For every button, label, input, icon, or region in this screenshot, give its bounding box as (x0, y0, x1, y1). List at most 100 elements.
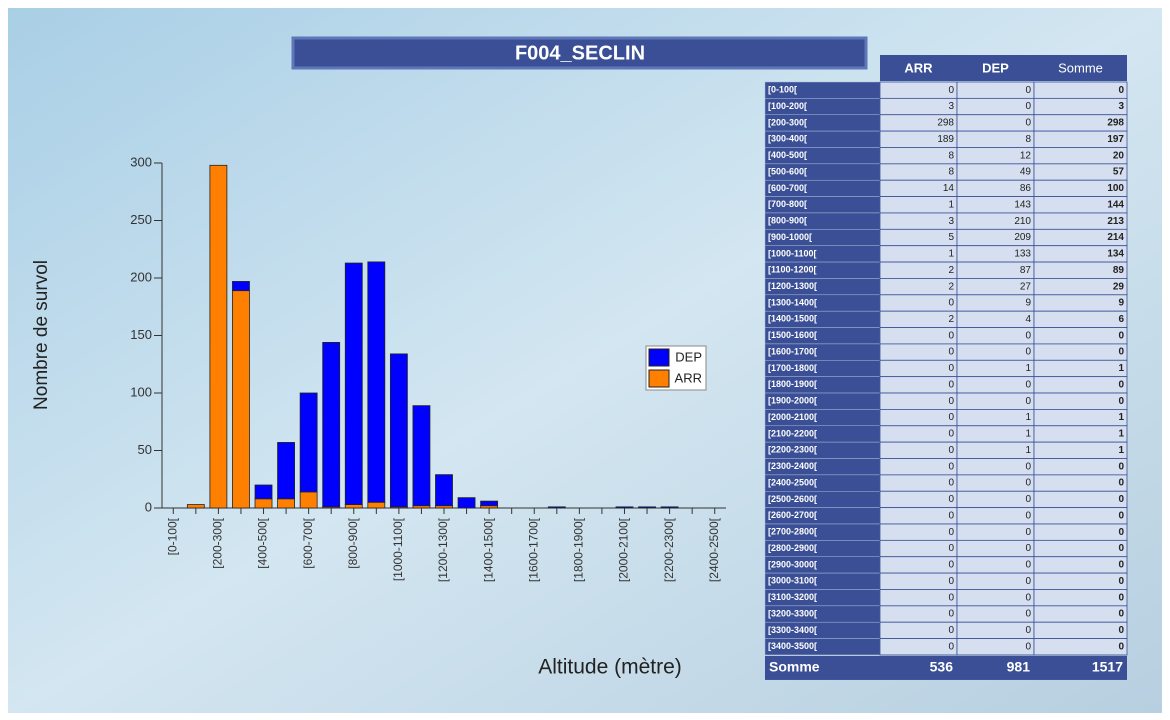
cell-bg (957, 622, 1034, 638)
cell-bg (880, 82, 957, 98)
bar-segment (458, 498, 475, 508)
cell: 1 (1118, 445, 1124, 456)
cell-bg (957, 360, 1034, 376)
x-tick-label: [1000-1100[ (391, 517, 405, 581)
cell-bg (1034, 475, 1127, 491)
cell: 2 (948, 281, 954, 292)
x-tick-label: [600-700[ (301, 517, 315, 568)
cell-bg (957, 409, 1034, 425)
cell-bg (957, 131, 1034, 147)
row-label: [3000-3100[ (768, 576, 817, 586)
cell: 0 (948, 412, 954, 423)
row-label: [3300-3400[ (768, 625, 817, 635)
y-tick-label: 100 (130, 384, 152, 399)
cell-bg (1034, 508, 1127, 524)
cell-bg (880, 557, 957, 573)
cell: 20 (1113, 150, 1125, 161)
cell: 0 (948, 609, 954, 620)
cell: 0 (948, 641, 954, 652)
cell: 0 (1118, 576, 1124, 587)
cell-bg (880, 508, 957, 524)
y-tick-label: 0 (145, 499, 152, 514)
row-label: [1600-1700[ (768, 346, 817, 356)
y-tick-label: 250 (130, 212, 152, 227)
cell-bg (880, 98, 957, 114)
total-cell: 981 (1007, 659, 1031, 675)
cell: 0 (948, 298, 954, 309)
x-tick-label: [800-900[ (346, 517, 360, 568)
total-cell: 1517 (1092, 659, 1123, 675)
cell-bg (880, 622, 957, 638)
cell: 0 (948, 396, 954, 407)
cell: 0 (1025, 101, 1031, 112)
cell: 1 (948, 199, 954, 210)
cell: 210 (1014, 216, 1031, 227)
cell: 0 (1025, 527, 1031, 538)
cell-bg (880, 639, 957, 655)
bar-segment (255, 499, 272, 508)
cell-bg (880, 606, 957, 622)
bar-segment (616, 507, 633, 508)
row-label: [600-700[ (768, 183, 807, 193)
cell: 133 (1014, 249, 1031, 260)
row-label: [1300-1400[ (768, 297, 817, 307)
legend-swatch (649, 349, 669, 366)
cell-bg (957, 606, 1034, 622)
cell: 4 (1025, 314, 1031, 325)
row-label: [2500-2600[ (768, 494, 817, 504)
row-label: [3200-3300[ (768, 608, 817, 618)
cell: 2 (948, 314, 954, 325)
cell-bg (880, 524, 957, 540)
cell-bg (957, 98, 1034, 114)
row-label: [500-600[ (768, 166, 807, 176)
bar-segment (661, 507, 678, 508)
bar-segment (300, 393, 317, 492)
cell-bg (880, 377, 957, 393)
cell: 6 (1118, 314, 1124, 325)
cell-bg (880, 147, 957, 163)
cell-bg (880, 278, 957, 294)
bar-segment (278, 442, 295, 498)
total-label: Somme (769, 659, 820, 675)
cell-bg (957, 639, 1034, 655)
cell: 0 (1118, 330, 1124, 341)
cell-bg (1034, 344, 1127, 360)
cell: 1 (1118, 363, 1124, 374)
page: F004_SECLIN Nombre de survol Altitude (m… (0, 0, 1170, 720)
cell-bg (1034, 606, 1127, 622)
bar-segment (413, 406, 430, 506)
cell: 0 (1118, 560, 1124, 571)
cell: 0 (1025, 396, 1031, 407)
cell-bg (880, 229, 957, 245)
cell-bg (1034, 573, 1127, 589)
cell-bg (957, 573, 1034, 589)
row-label: [700-800[ (768, 199, 807, 209)
cell-bg (880, 459, 957, 475)
column-header: Somme (1058, 60, 1103, 75)
row-label: [0-100[ (768, 85, 797, 95)
x-tick-label: [1600-1700[ (526, 517, 540, 582)
cell: 0 (1118, 396, 1124, 407)
x-tick-label: [0-100[ (165, 517, 179, 555)
row-label: [400-500[ (768, 150, 807, 160)
cell-bg (880, 213, 957, 229)
cell: 0 (948, 560, 954, 571)
cell: 298 (1107, 118, 1124, 129)
cell: 8 (948, 150, 954, 161)
cell: 0 (1118, 641, 1124, 652)
cell: 86 (1020, 183, 1032, 194)
bar-segment (345, 505, 362, 508)
bar-segment (232, 281, 249, 290)
x-tick-label: [1800-1900[ (572, 517, 586, 582)
cell: 0 (1025, 625, 1031, 636)
row-label: [3100-3200[ (768, 592, 817, 602)
cell: 0 (948, 429, 954, 440)
cell-bg (957, 442, 1034, 458)
row-label: [2600-2700[ (768, 510, 817, 520)
x-tick-label: [200-300[ (211, 517, 225, 568)
cell: 0 (1118, 478, 1124, 489)
cell: 0 (1025, 592, 1031, 603)
cell-bg (1034, 622, 1127, 638)
cell: 29 (1113, 281, 1125, 292)
cell: 0 (1025, 543, 1031, 554)
